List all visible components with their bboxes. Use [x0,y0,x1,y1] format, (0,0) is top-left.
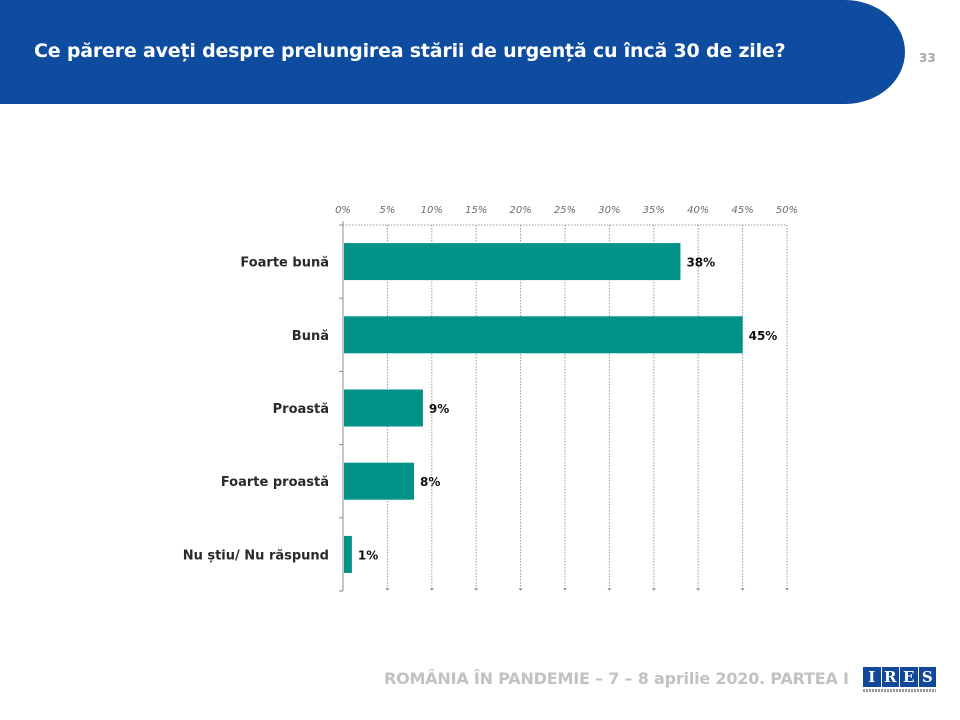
gridline-arrow-icon [740,588,745,591]
data-label: 9% [429,402,449,416]
page-number: 33 [919,51,936,65]
x-tick-label: 30% [598,205,620,216]
category-labels: Foarte bună Bună Proastă Foarte proastă Nu ș… [183,256,329,564]
data-label: 45% [749,329,778,343]
data-label: 1% [358,548,378,562]
bars: 38% 45% 9% 8% 1% [344,243,777,573]
category-label: Proastă [273,402,329,417]
gridline-arrow-icon [651,588,656,591]
data-label: 38% [686,256,715,270]
gridline-arrow-icon [696,588,701,591]
bar [344,535,352,573]
y-axis [339,221,344,592]
x-tick-label: 10% [421,205,443,216]
category-label: Nu știu/ Nu răspund [183,548,329,563]
page-title: Ce părere aveți despre prelungirea stări… [34,40,786,62]
ires-logo: I R E S [863,667,936,693]
bar [344,316,743,354]
x-tick-label: 50% [776,205,798,216]
data-label: 8% [420,475,440,489]
gridlines [343,224,789,591]
x-tick-label: 15% [465,205,487,216]
x-tick-label: 20% [509,205,531,216]
logo-subtitle-line [863,689,936,692]
logo-letter: R [881,667,899,687]
title-banner: Ce părere aveți despre prelungirea stări… [0,0,905,104]
gridline-arrow-icon [385,588,390,591]
x-tick-label: 25% [554,205,576,216]
bar [344,243,681,281]
x-tick-label: 45% [731,205,753,216]
x-tick-label: 0% [335,205,351,216]
gridline-arrow-icon [563,588,567,591]
logo-letter: S [918,667,936,687]
gridline-arrow-icon [518,588,523,591]
logo-letter: E [900,667,918,687]
x-tick-label: 35% [643,205,665,216]
gridline-arrow-icon [474,588,479,591]
category-label: Foarte bună [240,256,329,271]
gridline-arrow-icon [429,588,434,591]
category-label: Bună [292,329,329,344]
x-tick-label: 40% [687,205,709,216]
bar [344,389,423,427]
logo-letter: I [863,667,881,687]
bar [344,462,415,500]
gridline-arrow-icon [607,588,612,591]
gridline-arrow-icon [785,588,789,591]
x-tick-label: 5% [379,205,395,216]
footer-text: ROMÂNIA ÎN PANDEMIE – 7 – 8 aprilie 2020… [384,669,849,688]
category-label: Foarte proastă [221,475,329,490]
x-axis-tick-labels: 0% 5% 10% 15% 20% 25% 30% 35% 40% 45% 50% [335,205,798,216]
